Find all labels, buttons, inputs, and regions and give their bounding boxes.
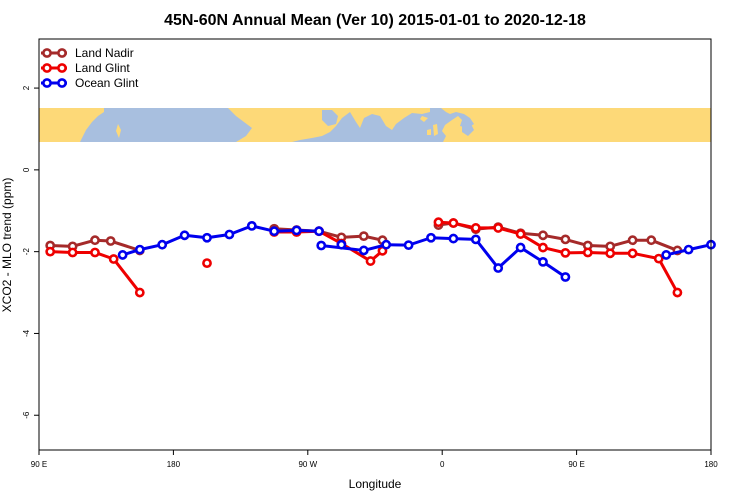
data-point	[358, 231, 369, 242]
y-tick-label: -4	[22, 329, 31, 337]
data-point	[336, 239, 347, 250]
legend-label: Land Glint	[75, 61, 130, 75]
x-tick-label: 90 W	[298, 460, 317, 469]
data-point	[105, 236, 116, 246]
y-tick-label: 0	[22, 167, 31, 172]
data-point	[448, 218, 459, 228]
data-point	[403, 240, 414, 251]
y-tick-label: -6	[22, 411, 31, 419]
series-line	[122, 224, 320, 257]
data-point	[134, 244, 145, 255]
x-tick-label: 90 E	[568, 460, 584, 469]
data-point	[108, 254, 119, 264]
data-point	[365, 256, 376, 266]
data-point	[493, 263, 504, 273]
data-point	[179, 230, 190, 241]
data-point	[661, 250, 672, 260]
data-point	[515, 242, 526, 253]
data-point	[314, 226, 324, 237]
legend-marker	[57, 48, 67, 58]
data-point	[672, 287, 683, 298]
data-point	[582, 247, 593, 258]
data-point	[493, 223, 504, 233]
legend-marker	[42, 78, 52, 88]
data-point	[653, 253, 664, 264]
x-tick-label: 180	[167, 460, 181, 469]
data-point	[157, 239, 168, 250]
data-point	[67, 247, 78, 258]
data-point	[470, 223, 481, 233]
x-axis-label: Longitude	[349, 477, 402, 491]
data-point	[291, 225, 302, 236]
map-strip	[39, 108, 711, 142]
map-land	[39, 108, 711, 142]
data-point	[627, 235, 638, 246]
x-axis: 90 E 180 90 W 0 90 E 180	[31, 450, 718, 469]
series-land-glint	[45, 217, 683, 298]
data-point	[117, 250, 128, 260]
data-point	[627, 248, 638, 259]
x-tick-label: 90 E	[31, 460, 47, 469]
data-point	[381, 239, 392, 250]
data-point	[358, 245, 369, 256]
data-point	[605, 248, 616, 259]
data-point	[269, 226, 280, 237]
data-point	[202, 258, 212, 269]
data-point	[316, 240, 327, 251]
series-ocean-glint	[117, 220, 716, 282]
data-point	[560, 272, 571, 282]
data-point	[433, 217, 444, 228]
data-point	[45, 246, 56, 257]
legend-marker	[57, 78, 67, 88]
legend-marker	[42, 63, 52, 73]
data-point	[538, 242, 548, 253]
x-tick-label: 0	[440, 460, 445, 469]
data-point	[246, 220, 257, 231]
data-point	[470, 234, 481, 245]
y-tick-label: 2	[22, 85, 31, 90]
data-point	[90, 235, 100, 246]
data-point	[538, 256, 548, 267]
data-point	[646, 235, 657, 246]
data-point	[560, 247, 571, 258]
legend-label: Land Nadir	[75, 46, 134, 60]
y-axis-label: XCO2 - MLO trend (ppm)	[0, 178, 14, 313]
legend-marker	[42, 48, 52, 58]
data-point	[134, 287, 145, 298]
data-point	[202, 232, 212, 243]
data-point	[515, 229, 526, 239]
plot-frame	[38, 38, 712, 451]
chart-title: 45N-60N Annual Mean (Ver 10) 2015-01-01 …	[164, 12, 586, 29]
y-axis: 2 0 -2 -4 -6	[22, 85, 39, 419]
series-line	[321, 236, 567, 279]
data-point	[538, 230, 548, 241]
legend-marker	[57, 63, 67, 73]
y-tick-label: -2	[22, 248, 31, 256]
series-layer	[45, 217, 716, 298]
x-tick-label: 180	[704, 460, 718, 469]
data-point	[560, 234, 571, 245]
data-point	[448, 233, 459, 244]
data-point	[426, 232, 436, 243]
data-point	[683, 244, 694, 255]
data-point	[224, 229, 235, 240]
data-point	[90, 247, 100, 258]
legend-label: Ocean Glint	[75, 76, 139, 90]
